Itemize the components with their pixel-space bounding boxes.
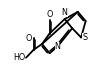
Text: N: N	[62, 8, 68, 17]
Text: HO: HO	[13, 53, 25, 62]
Text: N: N	[55, 42, 60, 51]
Text: O: O	[26, 34, 32, 43]
Text: O: O	[46, 10, 53, 19]
Text: S: S	[82, 33, 88, 42]
